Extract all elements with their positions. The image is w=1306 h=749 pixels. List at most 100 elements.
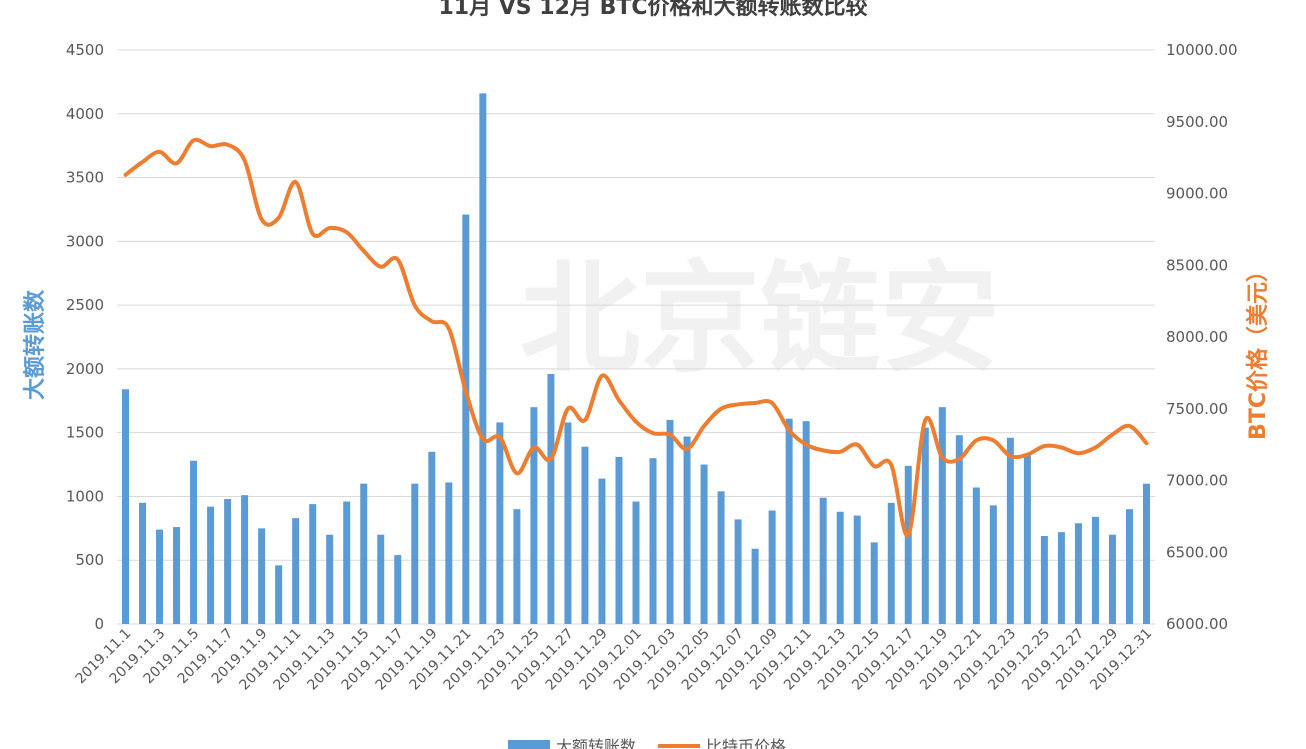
- left-tick-label: 1500: [66, 424, 104, 442]
- right-tick-label: 6500.00: [1166, 543, 1228, 561]
- bar: [921, 427, 929, 624]
- bar: [751, 548, 759, 624]
- bar: [1108, 534, 1116, 624]
- line-series: [123, 137, 1149, 538]
- left-axis-ticks: 0 500 1000 1500 2000 2500 3000 3500 4000 4500: [66, 41, 104, 633]
- bar: [972, 487, 980, 624]
- bar: [411, 483, 419, 624]
- price-point: [431, 320, 433, 322]
- right-axis-ticks: 6000.00 6500.00 7000.00 7500.00 8000.00 8500.…: [1166, 41, 1238, 633]
- right-tick-label: 10000.00: [1166, 41, 1238, 59]
- bar: [1125, 509, 1133, 624]
- bar: [1074, 523, 1082, 624]
- left-tick-label: 1000: [66, 487, 104, 505]
- bar: [173, 527, 181, 624]
- bar: [768, 510, 776, 624]
- price-point: [1077, 452, 1079, 454]
- bar: [207, 506, 215, 624]
- price-point: [788, 429, 790, 431]
- price-point: [975, 439, 977, 441]
- price-point: [1026, 454, 1028, 456]
- price-point: [856, 444, 858, 446]
- price-point: [1128, 425, 1130, 427]
- price-point: [652, 432, 654, 434]
- price-point: [890, 464, 892, 466]
- bar: [734, 519, 742, 624]
- right-tick-label: 7000.00: [1166, 472, 1228, 490]
- price-point: [839, 451, 841, 453]
- price-point: [941, 457, 943, 459]
- right-tick-label: 8000.00: [1166, 328, 1228, 346]
- bar: [819, 497, 827, 624]
- price-point: [873, 465, 875, 467]
- left-tick-label: 500: [75, 551, 104, 569]
- bar: [428, 451, 436, 624]
- bar: [139, 502, 147, 624]
- bar: [1023, 454, 1031, 624]
- price-point: [346, 231, 348, 233]
- right-tick-label: 6000.00: [1166, 615, 1228, 633]
- bar: [598, 478, 606, 624]
- bar: [802, 421, 810, 624]
- price-point: [1043, 445, 1045, 447]
- price-point: [193, 139, 195, 141]
- bar: [343, 501, 351, 624]
- price-point: [1060, 447, 1062, 448]
- bar: [224, 499, 232, 624]
- bar: [309, 504, 317, 624]
- bar: [700, 464, 708, 624]
- price-point: [618, 399, 620, 401]
- bar: [615, 456, 623, 624]
- price-point: [125, 174, 127, 176]
- price-point: [244, 160, 246, 161]
- legend-label-line: 比特币价格: [706, 737, 786, 749]
- bar: [275, 565, 283, 624]
- price-point: [261, 218, 263, 220]
- price-point: [771, 402, 773, 404]
- price-point: [805, 444, 807, 446]
- price-point: [601, 375, 603, 377]
- price-point: [669, 434, 671, 436]
- bar: [581, 446, 589, 624]
- bar: [564, 422, 572, 624]
- right-tick-label: 8500.00: [1166, 256, 1228, 274]
- bar: [955, 435, 963, 624]
- price-point: [822, 449, 824, 451]
- price-point: [567, 408, 569, 410]
- bar: [360, 483, 368, 624]
- bar: [683, 436, 691, 624]
- price-point: [754, 402, 756, 404]
- price-point: [703, 425, 705, 427]
- price-point: [907, 534, 909, 536]
- price-point: [482, 438, 484, 440]
- bar: [632, 501, 640, 624]
- bar: [513, 509, 521, 624]
- price-point: [550, 458, 552, 460]
- price-point: [176, 162, 178, 164]
- left-tick-label: 2000: [66, 360, 104, 378]
- price-point: [210, 145, 212, 147]
- bar: [904, 465, 912, 624]
- right-tick-label: 9500.00: [1166, 113, 1228, 131]
- price-point: [1145, 442, 1147, 444]
- price-point: [397, 259, 399, 261]
- bar: [445, 482, 453, 624]
- left-tick-label: 3000: [66, 232, 104, 250]
- bar: [258, 528, 266, 624]
- price-point: [635, 421, 637, 423]
- watermark-text: 北京链安: [520, 250, 1000, 389]
- bar: [394, 555, 402, 624]
- price-point: [295, 181, 297, 183]
- bar: [462, 214, 470, 625]
- legend: 大额转账数 比特币价格: [508, 737, 786, 749]
- bar: [292, 518, 300, 624]
- bar: [666, 419, 674, 624]
- price-point: [958, 458, 960, 460]
- price-point: [499, 436, 501, 438]
- watermark: 北京链安: [520, 250, 1000, 389]
- price-point: [737, 403, 739, 405]
- price-point: [142, 161, 144, 163]
- bar: [156, 529, 164, 624]
- price-point: [1111, 434, 1113, 436]
